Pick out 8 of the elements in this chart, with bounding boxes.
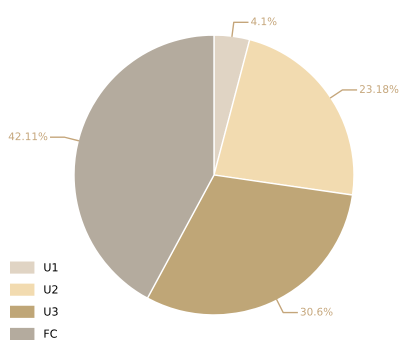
data-label: 23.18% <box>360 85 398 93</box>
data-label: 30.6% <box>300 308 333 316</box>
legend-label: U2 <box>44 285 58 294</box>
legend-label: U1 <box>44 263 58 272</box>
data-label: 4.1% <box>251 17 276 26</box>
legend-label: U3 <box>44 307 58 316</box>
legend-label: FC <box>44 329 57 338</box>
data-label: 42.11% <box>8 132 48 140</box>
